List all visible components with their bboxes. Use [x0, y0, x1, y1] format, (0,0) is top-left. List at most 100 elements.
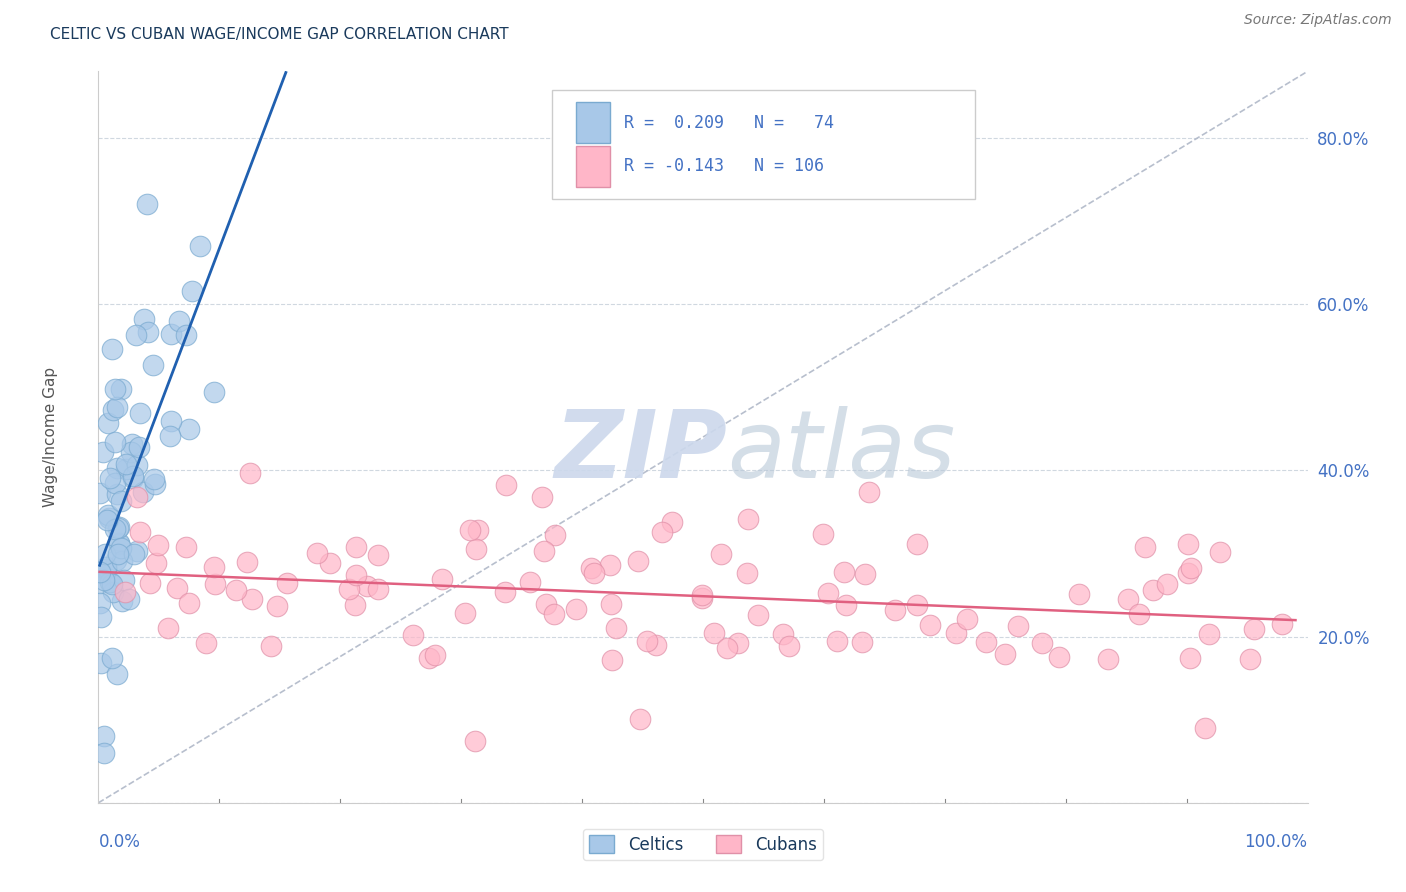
Point [458, 523, 481, 537]
Point [945, 626, 967, 640]
Point [1198, 627, 1220, 641]
Point [1156, 577, 1178, 591]
Point [177, 596, 200, 610]
Text: R =  0.209   N =   74: R = 0.209 N = 74 [624, 113, 834, 131]
Text: 100.0%: 100.0% [1244, 833, 1308, 851]
Point [90, 610, 112, 624]
Point [114, 457, 136, 471]
Point [418, 651, 440, 665]
Point [1180, 651, 1202, 665]
Point [160, 413, 183, 427]
Point [105, 400, 128, 414]
Point [125, 490, 148, 504]
Point [225, 583, 247, 598]
Point [124, 547, 146, 561]
Point [727, 635, 749, 649]
Point [432, 572, 454, 586]
Point [112, 573, 135, 587]
Point [111, 554, 134, 568]
Point [423, 648, 446, 663]
Point [166, 581, 188, 595]
Point [101, 576, 124, 591]
Point [202, 384, 225, 399]
Point [105, 667, 128, 681]
Point [579, 560, 602, 574]
Point [159, 429, 181, 443]
Point [127, 543, 149, 558]
Point [101, 403, 124, 417]
Point [356, 579, 378, 593]
Point [495, 477, 517, 491]
Point [367, 549, 389, 563]
Point [344, 541, 367, 555]
Point [1031, 636, 1053, 650]
Point [104, 435, 127, 450]
Point [344, 599, 367, 613]
Point [202, 560, 225, 574]
Point [98, 574, 121, 589]
Point [125, 327, 148, 342]
Text: Wage/Income Gap: Wage/Income Gap [42, 367, 58, 508]
Text: Source: ZipAtlas.com: Source: ZipAtlas.com [1244, 13, 1392, 28]
Point [108, 536, 131, 550]
Point [1194, 721, 1216, 735]
Text: 0.0%: 0.0% [98, 833, 141, 851]
Point [260, 640, 283, 654]
Point [93, 729, 115, 743]
Point [1049, 649, 1071, 664]
Point [1142, 582, 1164, 597]
Point [145, 477, 167, 491]
Point [565, 602, 588, 616]
Point [160, 327, 183, 342]
Point [747, 607, 769, 622]
Point [851, 634, 873, 648]
Point [692, 591, 714, 605]
Point [100, 651, 122, 665]
Point [107, 547, 129, 561]
Point [716, 640, 738, 655]
Point [125, 458, 148, 472]
Point [110, 382, 132, 396]
Point [534, 597, 557, 611]
Point [367, 582, 389, 596]
Point [835, 599, 858, 613]
Point [104, 522, 127, 536]
Text: atlas: atlas [727, 406, 956, 497]
Point [627, 554, 650, 568]
Point [142, 359, 165, 373]
Point [97, 508, 120, 523]
Point [1097, 651, 1119, 665]
Point [97, 510, 120, 524]
Point [194, 635, 217, 649]
Point [1208, 545, 1230, 559]
Point [1007, 619, 1029, 633]
Point [737, 511, 759, 525]
Point [89, 566, 111, 580]
Point [661, 516, 683, 530]
Legend: Celtics, Cubans: Celtics, Cubans [582, 829, 824, 860]
Point [93, 746, 115, 760]
Point [1177, 537, 1199, 551]
Point [135, 197, 157, 211]
Point [1180, 561, 1202, 575]
Point [148, 538, 170, 552]
Point [1239, 651, 1261, 665]
Point [96, 513, 118, 527]
Point [772, 627, 794, 641]
Point [319, 556, 342, 570]
Point [240, 591, 263, 606]
Point [583, 566, 606, 580]
Point [276, 576, 298, 591]
Point [703, 626, 725, 640]
Point [89, 485, 111, 500]
Point [599, 597, 621, 611]
Point [884, 602, 907, 616]
Point [1128, 607, 1150, 621]
Text: ZIP: ZIP [554, 406, 727, 498]
Point [1067, 587, 1090, 601]
Point [956, 612, 979, 626]
Point [103, 382, 125, 396]
Point [121, 471, 143, 485]
Point [710, 547, 733, 561]
Point [204, 577, 226, 591]
